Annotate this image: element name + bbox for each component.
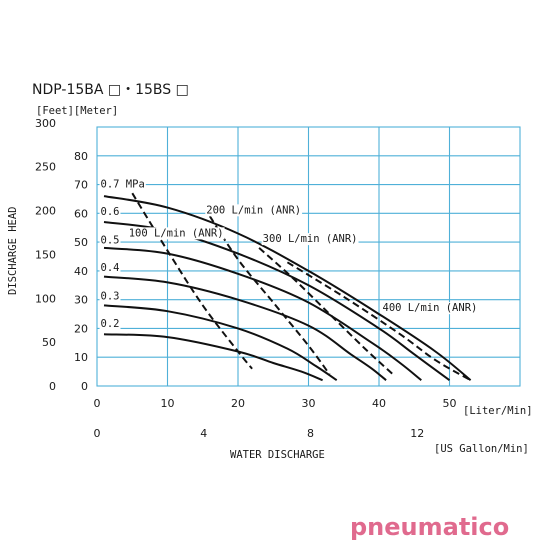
y-tick-meter: 20	[74, 322, 88, 335]
y-tick-meter: 0	[81, 380, 88, 393]
pressure-curve-0	[103, 195, 472, 381]
pressure-curve-1	[103, 221, 451, 382]
pressure-curve-3	[103, 275, 387, 381]
curve-label: 200 L/min (ANR)	[206, 204, 301, 216]
y-tick-meter: 10	[74, 351, 88, 364]
x-unit-secondary: [US Gallon/Min]	[434, 443, 529, 455]
curve-label: 400 L/min (ANR)	[383, 302, 478, 314]
curve-labels: 0.7 MPa 0.6 0.5 0.4 0.3 0.2 100 L/min (ANR) 200…	[99, 178, 479, 331]
curve-label-background	[99, 290, 121, 303]
x-tick-liter: 40	[372, 397, 386, 410]
chart-title: NDP-15BA □・15BS □	[32, 82, 189, 98]
y-tick-meter: 60	[74, 207, 88, 220]
air-consumption-line-9	[286, 261, 472, 382]
curve-label: 0.7 MPa	[101, 178, 145, 190]
x-axis-label: WATER DISCHARGE	[230, 449, 325, 461]
curve-label-background	[99, 178, 146, 191]
y-axis-meter: 0 10 20 30 40 50 60 70 80	[74, 150, 88, 393]
curve-label-background	[261, 233, 359, 246]
curve-label-background	[99, 205, 121, 218]
y-tick-feet: 250	[35, 161, 56, 174]
y-tick-feet: 300	[35, 117, 56, 130]
curve-label: 100 L/min (ANR)	[129, 227, 224, 239]
pressure-curve-5	[103, 333, 323, 382]
air-consumption-line-7	[208, 215, 331, 376]
curve-label: 0.6	[101, 206, 120, 218]
pressure-curve-2	[103, 246, 422, 381]
curve-label: 0.4	[101, 262, 120, 274]
curve-label: 0.5	[101, 235, 120, 247]
y-units-label: [Feet][Meter]	[36, 105, 118, 117]
brand-logo: pneumatico	[350, 513, 509, 540]
x-tick-liter: 0	[94, 397, 101, 410]
y-tick-meter: 70	[74, 179, 88, 192]
curve-label-background	[99, 234, 121, 247]
y-axis-feet: 0 50 100 150 200 250 300	[35, 117, 56, 393]
curve-label-background	[99, 318, 121, 331]
air-consumption-line-6	[131, 192, 253, 370]
y-tick-feet: 50	[42, 336, 56, 349]
air-consumption-line-8	[258, 247, 394, 376]
y-tick-meter: 80	[74, 150, 88, 163]
y-tick-feet: 150	[35, 248, 56, 261]
x-tick-gallon: 12	[410, 427, 424, 440]
y-tick-meter: 50	[74, 236, 88, 249]
curve-label: 300 L/min (ANR)	[263, 233, 358, 245]
x-tick-gallon: 0	[94, 427, 101, 440]
x-tick-liter: 50	[443, 397, 457, 410]
x-tick-gallon: 4	[200, 427, 207, 440]
pressure-curve-4	[103, 304, 338, 382]
curve-label-background	[127, 227, 225, 240]
x-unit-primary: [Liter/Min]	[463, 405, 533, 417]
x-tick-liter: 20	[231, 397, 245, 410]
x-axis-liter-per-min: 0 10 20 30 40 50	[94, 397, 457, 410]
y-tick-feet: 100	[35, 292, 56, 305]
grid	[96, 126, 521, 387]
x-axis-gallon-per-min: 0 4 8 12	[94, 427, 425, 440]
x-tick-liter: 30	[302, 397, 316, 410]
x-tick-gallon: 8	[307, 427, 314, 440]
curve-label: 0.2	[101, 318, 120, 330]
y-tick-meter: 30	[74, 294, 88, 307]
curve-label: 0.3	[101, 291, 120, 303]
series	[103, 192, 472, 382]
x-tick-liter: 10	[161, 397, 175, 410]
curve-label-background	[205, 204, 303, 217]
y-tick-meter: 40	[74, 265, 88, 278]
y-tick-feet: 200	[35, 205, 56, 218]
curve-label-background	[99, 261, 121, 274]
y-axis-label: DISCHARGE HEAD	[7, 206, 19, 295]
y-tick-feet: 0	[49, 380, 56, 393]
curve-label-background	[381, 302, 479, 315]
